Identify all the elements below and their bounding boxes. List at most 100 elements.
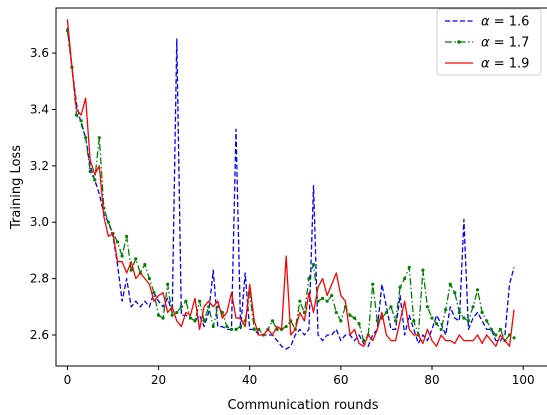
series-1-point-35 <box>225 324 229 329</box>
y-tick-label: 3.0 <box>30 215 49 229</box>
series-1-point-22 <box>166 282 170 286</box>
x-tick-label: 60 <box>333 373 348 387</box>
series-1-point-3 <box>79 119 83 123</box>
series-1-point-62 <box>348 313 352 317</box>
legend-box <box>436 8 542 76</box>
x-tick-label: 40 <box>242 373 257 387</box>
series-1-point-75 <box>407 265 411 269</box>
series-1-point-30 <box>202 319 206 323</box>
x-axis-label: Communication rounds <box>227 398 378 413</box>
series-1-point-58 <box>330 293 334 298</box>
series-1-point-64 <box>357 322 361 326</box>
series-1-point-21 <box>161 316 165 320</box>
series-1-point-71 <box>389 305 393 309</box>
series-1-point-12 <box>120 254 124 258</box>
y-axis-ticks: 2.6 2.8 3.0 3.2 3.4 3.6 <box>30 46 56 342</box>
series-1-point-17 <box>143 262 147 267</box>
series-1-point-86 <box>457 310 461 315</box>
series-1-point-11 <box>115 240 120 244</box>
series-1-point-48 <box>284 324 288 329</box>
series-1-point-9 <box>106 220 111 224</box>
series-1-point-56 <box>321 296 325 300</box>
series-1-point-57 <box>325 299 329 303</box>
x-tick-label: 80 <box>424 373 439 387</box>
series-1-point-13 <box>125 234 129 238</box>
series-line-2 <box>66 19 515 347</box>
series-1-point-29 <box>197 299 202 303</box>
series-1-point-6 <box>93 178 97 182</box>
series-1-point-2 <box>74 113 79 117</box>
series-1-point-28 <box>193 319 197 323</box>
x-tick-label: 100 <box>512 373 535 387</box>
series-1-point-23 <box>170 313 174 317</box>
y-axis-label: Training Loss <box>9 145 24 230</box>
legend-label-value: = 1.6 <box>490 15 530 30</box>
series-1-point-55 <box>316 299 320 303</box>
y-tick-label: 3.6 <box>30 46 49 60</box>
series-1-point-80 <box>430 316 434 320</box>
series-1-point-27 <box>188 316 193 320</box>
y-tick-label: 2.6 <box>30 328 49 342</box>
series-1-point-31 <box>207 305 211 309</box>
series-line-1 <box>66 30 515 342</box>
series-line-0 <box>66 27 515 350</box>
series-1-point-37 <box>234 327 238 331</box>
series-1-point-68 <box>375 319 379 323</box>
series-1-point-53 <box>307 277 311 281</box>
series-1-point-82 <box>439 327 443 331</box>
legend-label-2: α = 1.9 <box>481 57 529 72</box>
series-1-point-79 <box>425 305 430 309</box>
series-1-point-4 <box>84 136 88 140</box>
series-1-point-63 <box>352 316 357 320</box>
legend-label-symbol: α <box>481 36 490 51</box>
x-tick-label: 0 <box>64 373 72 387</box>
legend-label-symbol: α <box>481 57 490 72</box>
series-1-point-54 <box>311 262 316 267</box>
y-tick-label: 2.8 <box>30 272 49 286</box>
series-1-point-73 <box>398 285 402 289</box>
legend-label-value: = 1.9 <box>490 57 530 72</box>
series-1-point-85 <box>453 291 457 295</box>
series-1-point-93 <box>489 327 493 331</box>
series-1-point-95 <box>498 327 502 331</box>
series-1-point-5 <box>88 169 92 174</box>
series-1-point-65 <box>362 339 366 343</box>
series-1-point-42 <box>257 327 261 331</box>
legend-label-value: = 1.7 <box>490 36 530 51</box>
legend-label-0: α = 1.6 <box>481 15 529 30</box>
plot-frame <box>55 7 547 367</box>
series-1-point-14 <box>129 268 133 272</box>
legend: α = 1.6α = 1.7α = 1.9 <box>436 8 542 76</box>
series-1-point-98 <box>512 336 516 340</box>
series-1-point-38 <box>238 324 243 329</box>
series-1-point-83 <box>444 308 448 312</box>
legend-swatch-marker-1 <box>457 40 461 44</box>
series-1-point-81 <box>434 322 439 326</box>
series-1-point-36 <box>229 327 234 331</box>
series-1-point-67 <box>371 282 375 286</box>
series-1-point-25 <box>179 305 183 309</box>
series-1-point-26 <box>184 299 188 303</box>
x-axis-ticks: 0 20 40 60 80 100 <box>64 366 535 387</box>
y-tick-label: 3.2 <box>30 159 49 173</box>
series-1-point-41 <box>252 327 256 331</box>
legend-label-1: α = 1.7 <box>481 36 529 51</box>
plot-layer <box>65 19 516 350</box>
series-1-point-88 <box>466 319 471 323</box>
series-1-point-72 <box>393 319 398 323</box>
series-1-point-87 <box>462 316 466 320</box>
series-1-point-7 <box>97 136 101 140</box>
series-1-point-70 <box>384 310 389 315</box>
series-1-point-92 <box>485 319 489 323</box>
series-1-point-24 <box>175 310 179 315</box>
series-1-point-51 <box>298 299 302 303</box>
series-1-point-91 <box>480 310 484 315</box>
series-1-point-90 <box>475 288 480 292</box>
series-1-point-76 <box>412 319 416 323</box>
series-1-point-45 <box>270 319 275 323</box>
x-tick-label: 20 <box>151 373 166 387</box>
series-1-point-59 <box>334 310 338 315</box>
series-1-point-15 <box>134 257 138 261</box>
series-1-point-94 <box>494 333 498 337</box>
